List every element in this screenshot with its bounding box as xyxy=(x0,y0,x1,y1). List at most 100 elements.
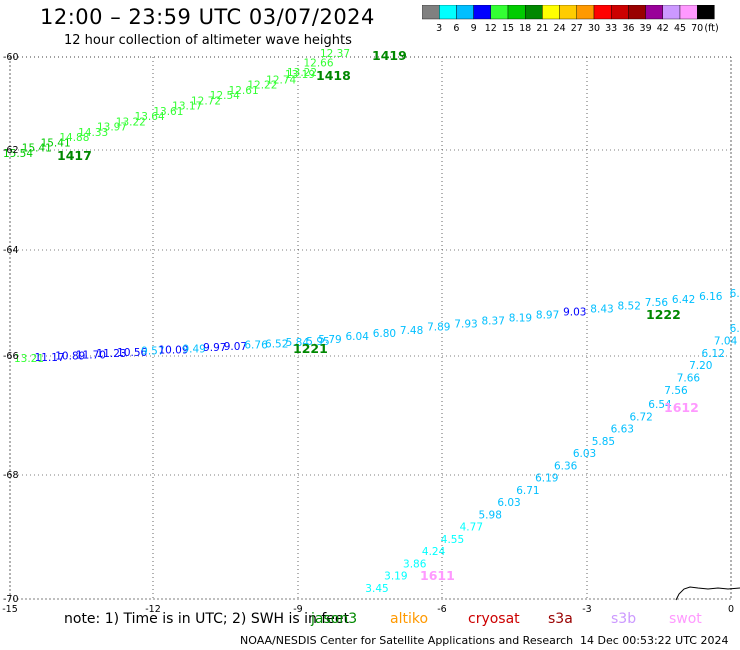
plot-frame xyxy=(9,56,732,600)
page-subtitle: 12 hour collection of altimeter wave hei… xyxy=(64,33,352,48)
swh-reading: 13.22 xyxy=(116,116,146,128)
swh-reading: 13.19 xyxy=(285,69,315,81)
colorbar-swatch xyxy=(697,5,715,20)
swh-reading: 12.54 xyxy=(210,90,240,102)
swh-reading: 5.84 xyxy=(286,337,310,349)
swh-reading: 5.98 xyxy=(479,509,502,521)
swh-reading: 8.19 xyxy=(509,313,532,325)
swh-reading: 15.41 xyxy=(41,137,71,149)
mission-label-jason3: jason3 xyxy=(311,611,358,627)
colorbar-swatch xyxy=(576,5,595,20)
swh-reading: 4.77 xyxy=(460,522,483,534)
swh-reading: 9.97 xyxy=(203,342,226,354)
colorbar-swatch xyxy=(473,5,491,20)
swh-reading: 6.72 xyxy=(629,411,652,423)
swh-reading: 6.71 xyxy=(516,485,539,497)
swh-reading: 11.17 xyxy=(35,352,65,364)
colorbar-swatch xyxy=(524,5,543,20)
colorbar-level-label: 27 xyxy=(571,23,583,34)
colorbar-level-label: 12 xyxy=(485,23,497,34)
colorbar-level-label: 18 xyxy=(519,23,531,34)
colorbar-swatch xyxy=(439,5,457,20)
swh-reading: 3.86 xyxy=(403,558,427,570)
swh-reading: 12.22 xyxy=(247,80,277,92)
colorbar-swatch xyxy=(559,5,578,20)
swh-reading: 7.93 xyxy=(454,319,477,331)
y-tick-label: -64 xyxy=(3,245,19,256)
colorbar-level-label: 3 xyxy=(436,23,442,34)
colorbar-swatch xyxy=(628,5,646,20)
swh-reading: 6.76 xyxy=(244,340,268,352)
swh-reading: 10.09 xyxy=(158,345,188,357)
colorbar-level-label: 33 xyxy=(605,23,617,34)
colorbar-level-label: 45 xyxy=(674,23,686,34)
colorbar-swatch xyxy=(456,5,474,20)
y-tick-label: -66 xyxy=(3,351,19,362)
swh-reading: 8.97 xyxy=(536,309,559,321)
swh-reading: 6.12 xyxy=(702,348,725,360)
swh-reading: 11.70 xyxy=(76,349,106,361)
swh-reading: 14.88 xyxy=(59,132,89,144)
swh-reading: 6.16 xyxy=(699,291,723,303)
colorbar-swatch xyxy=(610,5,629,20)
swh-reading: 6.80 xyxy=(373,328,396,340)
swh-reading: 6.4 xyxy=(730,323,740,335)
colorbar-swatch xyxy=(645,5,664,20)
swh-reading: 12.72 xyxy=(191,95,221,107)
generation-timestamp: 14 Dec 00:53:22 UTC 2024 xyxy=(580,634,729,647)
x-tick-label: -9 xyxy=(293,604,302,615)
swh-reading: 6.42 xyxy=(672,294,695,306)
swh-reading: 13.21 xyxy=(14,353,44,365)
footer-note: note: 1) Time is in UTC; 2) SWH is in fe… xyxy=(64,611,350,627)
swh-reading: 12.66 xyxy=(303,58,333,70)
swh-reading: 7.56 xyxy=(664,385,688,397)
track-time-label: 1221 xyxy=(293,341,328,356)
track-time-label: 1612 xyxy=(664,400,699,415)
swh-reading: 6.36 xyxy=(554,460,578,472)
track-time-label: 1417 xyxy=(57,148,92,163)
map-grid xyxy=(9,56,732,600)
swh-reading: 13.64 xyxy=(135,111,165,123)
colorbar-swatch xyxy=(662,5,681,20)
colorbar-unit-label: (ft) xyxy=(704,23,718,34)
swh-reading: 15.41 xyxy=(22,143,52,155)
swh-reading: 12.37 xyxy=(320,48,350,60)
x-tick-label: 0 xyxy=(728,604,734,615)
swh-reading: 6.03 xyxy=(497,497,520,509)
swh-reading: 13.17 xyxy=(172,101,202,113)
swh-reading: 3.19 xyxy=(384,571,407,583)
colorbar-swatch xyxy=(542,5,560,20)
mission-label-swot: swot xyxy=(669,611,702,627)
swh-reading: 7.20 xyxy=(689,360,712,372)
colorbar-level-label: 15 xyxy=(502,23,514,34)
page-title: 12:00 – 23:59 UTC 03/07/2024 xyxy=(40,5,375,29)
colorbar-swatch xyxy=(422,5,440,20)
swh-reading: 6.04 xyxy=(346,331,370,343)
track-time-label: 1418 xyxy=(316,68,351,83)
colorbar-level-label: 24 xyxy=(554,23,566,34)
swh-reading: 12.74 xyxy=(266,74,296,86)
swh-reading: 3.45 xyxy=(365,583,388,595)
axis-ticks: -15 -12 -9 -6 -3 0 -60 -62 -64 -66 -68 -70 xyxy=(2,52,734,615)
swh-reading: 4.55 xyxy=(441,534,464,546)
credit-line: NOAA/NESDIS Center for Satellite Applica… xyxy=(240,634,574,647)
y-tick-label: -70 xyxy=(3,594,19,605)
swh-reading: 7.48 xyxy=(400,325,423,337)
colorbar-level-label: 36 xyxy=(622,23,634,34)
swh-reading: 5.85 xyxy=(592,436,615,448)
colorbar-level-label: 9 xyxy=(471,23,477,34)
colorbar-level-label: 42 xyxy=(657,23,669,34)
swh-reading: 5.95 xyxy=(306,336,329,348)
swh-reading: 7.66 xyxy=(677,373,701,385)
swh-reading: 13.97 xyxy=(97,122,127,134)
track-time-label: 1419 xyxy=(372,48,407,63)
colorbar-level-label: 70 xyxy=(691,23,703,34)
y-tick-label: -60 xyxy=(3,52,19,63)
swh-reading: 6.63 xyxy=(611,424,634,436)
colorbar-level-label: 6 xyxy=(453,23,459,34)
colorbar-level-label: 39 xyxy=(640,23,652,34)
swh-reading: 10.89 xyxy=(55,351,85,363)
x-tick-label: -3 xyxy=(582,604,591,615)
mission-label-altiko: altiko xyxy=(390,611,429,627)
